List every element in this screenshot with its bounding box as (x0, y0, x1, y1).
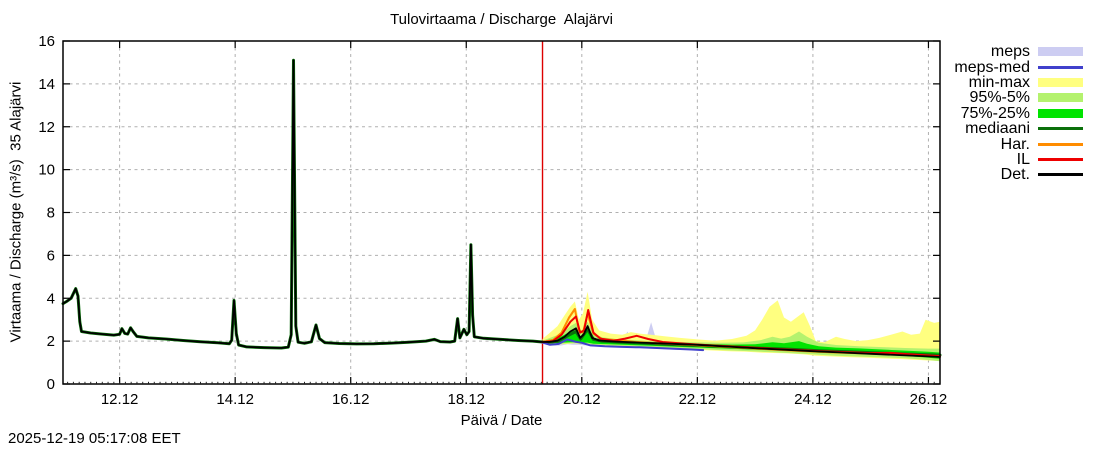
legend-item-75-25: 75%-25% (954, 104, 1083, 122)
y-tick-label: 14 (38, 76, 55, 93)
series-line-Det. (62, 59, 941, 358)
legend-label: min-max (968, 73, 1030, 91)
y-tick-label: 6 (47, 247, 55, 264)
timestamp: 2025-12-19 05:17:08 EET (8, 430, 181, 447)
x-tick-label: 16.12 (332, 391, 370, 408)
forecast-bands (542, 291, 940, 362)
x-minor-ticks (67, 381, 935, 384)
y-tick-label: 16 (38, 33, 55, 50)
y-tick-label: 8 (47, 205, 55, 222)
legend-item-95-5: 95%-5% (954, 89, 1083, 107)
x-tick-label: 12.12 (101, 391, 139, 408)
x-tick-label: 24.12 (794, 391, 832, 408)
legend-swatch-line (1038, 142, 1083, 146)
legend-label: Det. (1000, 166, 1030, 184)
legend-swatch-band (1038, 47, 1083, 57)
legend-label: meps-med (954, 58, 1030, 76)
x-tick-label: 14.12 (216, 391, 254, 408)
x-tick-label: 20.12 (563, 391, 601, 408)
x-tick-label: 22.12 (679, 391, 717, 408)
legend-item-Har: Har. (954, 135, 1083, 153)
legend-swatch-line (1038, 127, 1083, 131)
x-tick-label: 18.12 (447, 391, 485, 408)
y-axis-label: Virtaama / Discharge (m³/s) 35 Alajärvi (7, 81, 25, 343)
legend-label: 95%-5% (969, 89, 1030, 107)
legend-item-min-max: min-max (954, 73, 1083, 91)
x-tick-label: 26.12 (910, 391, 948, 408)
legend-item-IL: IL (954, 150, 1083, 168)
legend-label: meps (990, 43, 1030, 61)
y-tick-label: 2 (47, 333, 55, 350)
chart-title: Tulovirtaama / Discharge Alajärvi (390, 11, 613, 28)
legend-label: mediaani (965, 120, 1030, 138)
series-line-mediaani (61, 58, 942, 357)
legend-swatch-line (1038, 157, 1083, 161)
legend-label: 75%-25% (960, 104, 1030, 122)
y-tick-label: 0 (47, 376, 55, 393)
legend-swatch-band (1038, 108, 1083, 118)
legend-swatch-line (1038, 65, 1083, 69)
legend-swatch-line (1038, 173, 1083, 177)
legend-swatch-band (1038, 93, 1083, 103)
y-tick-label: 12 (38, 119, 55, 136)
legend-label: IL (1016, 150, 1030, 168)
legend-item-Det: Det. (954, 166, 1083, 184)
legend-swatch-band (1038, 77, 1083, 87)
legend-label: Har. (1000, 135, 1030, 153)
legend-item-meps-med: meps-med (954, 58, 1083, 76)
series-line-meps-med (541, 338, 705, 352)
y-tick-label: 4 (47, 290, 55, 307)
legend: meps meps-med min-max 95%-5% 75%-25% mediaani… (954, 44, 1083, 183)
legend-item-mediaani: mediaani (954, 120, 1083, 138)
series-lines (61, 58, 942, 358)
legend-item-meps: meps (954, 43, 1083, 61)
y-tick-label: 10 (38, 162, 55, 179)
x-axis-label: Päivä / Date (460, 412, 543, 429)
tick-labels: 12.12 14.12 16.12 18.12 20.12 22.12 24.12 26.12… (38, 33, 947, 408)
